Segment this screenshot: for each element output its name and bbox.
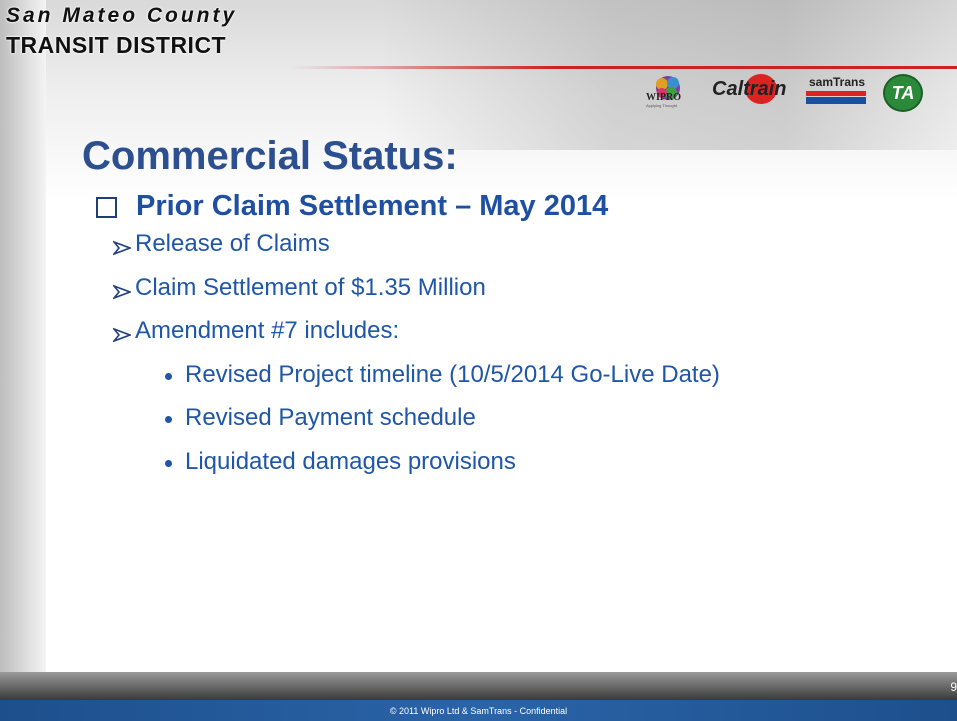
arrow-icon — [113, 284, 131, 300]
arrow-icon — [113, 240, 131, 256]
section-heading: Prior Claim Settlement – May 2014 — [136, 190, 608, 223]
slide: San Mateo County TRANSIT DISTRICT WIPRO … — [0, 0, 957, 721]
samtrans-logo: samTrans — [809, 75, 865, 89]
samtrans-stripe — [806, 97, 866, 104]
samtrans-stripe — [806, 91, 866, 96]
sub-bullet-text: Revised Payment schedule — [185, 404, 476, 432]
bullet-text: Claim Settlement of $1.35 Million — [135, 274, 486, 302]
sub-bullet-text: Revised Project timeline (10/5/2014 Go-L… — [185, 361, 720, 389]
arrow-bullet — [113, 240, 131, 256]
dot-bullet — [165, 373, 172, 380]
arrow-icon — [113, 327, 131, 343]
slide-title: Commercial Status: — [82, 134, 458, 179]
org-name: San Mateo County — [6, 4, 237, 28]
ta-logo: TA — [883, 74, 923, 112]
page-number: 9 — [950, 680, 957, 694]
checkbox-bullet — [96, 197, 117, 218]
header-rule — [290, 66, 957, 69]
caltrain-logo: Caltrain — [712, 78, 786, 101]
bullet-text: Amendment #7 includes: — [135, 317, 399, 345]
footer-band — [0, 672, 957, 700]
arrow-bullet — [113, 284, 131, 300]
footer-text: © 2011 Wipro Ltd & SamTrans - Confidenti… — [0, 706, 957, 716]
dot-bullet — [165, 416, 172, 423]
sub-bullet-text: Liquidated damages provisions — [185, 448, 516, 476]
org-name: TRANSIT DISTRICT — [6, 32, 226, 59]
wipro-tagline: Applying Thought — [646, 103, 677, 108]
dot-bullet — [165, 460, 172, 467]
arrow-bullet — [113, 327, 131, 343]
bullet-text: Release of Claims — [135, 230, 330, 258]
wipro-logo: WIPRO — [646, 92, 681, 103]
left-bar — [0, 0, 46, 672]
